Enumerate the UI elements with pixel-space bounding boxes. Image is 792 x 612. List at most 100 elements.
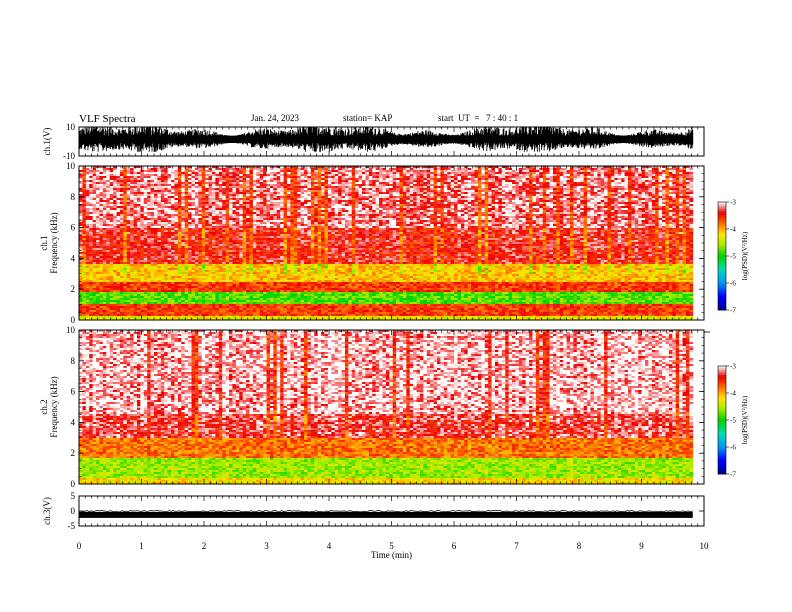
spectrogram-cell xyxy=(518,178,523,181)
spectrogram-cell xyxy=(167,182,172,185)
spectrogram-cell xyxy=(689,174,694,177)
spectrogram-cell xyxy=(515,192,520,195)
spectrogram-cell xyxy=(304,172,308,175)
spectrogram-cell xyxy=(423,190,428,193)
spectrogram-cell xyxy=(181,194,186,197)
spectrogram-cell xyxy=(194,200,199,203)
spectrogram-cell xyxy=(385,170,390,173)
spectrogram-cell xyxy=(433,196,438,199)
spectrogram-cell xyxy=(348,198,353,201)
spectrogram-cell xyxy=(191,182,196,185)
spectrogram-cell xyxy=(348,196,353,199)
spectrogram-cell xyxy=(597,182,602,185)
spectrogram-cell xyxy=(280,198,284,201)
spectrogram-cell xyxy=(304,188,308,191)
spectrogram-cell xyxy=(222,176,227,179)
spectrogram-cell xyxy=(188,170,192,173)
spectrogram-cell xyxy=(351,200,356,203)
spectrogram-cell xyxy=(164,170,169,173)
spectrogram-cell xyxy=(563,170,567,173)
spectrogram-cell xyxy=(205,184,209,187)
spectrogram-cell xyxy=(552,196,557,199)
spectrogram-cell xyxy=(610,194,615,197)
spectrogram-cell xyxy=(372,182,377,185)
spectrogram-cell xyxy=(621,190,625,193)
spectrogram-cell xyxy=(471,186,475,189)
spectrogram-cell xyxy=(324,172,329,175)
spectrogram-cell xyxy=(624,166,629,169)
spectrogram-cell xyxy=(621,184,625,187)
spectrogram-cell xyxy=(215,198,220,201)
spectrogram-cell xyxy=(396,186,400,189)
spectrogram-cell xyxy=(116,198,121,201)
spectrogram-cell xyxy=(157,198,162,201)
spectrogram-cell xyxy=(498,190,503,193)
spectrogram-cell xyxy=(416,188,421,191)
spectrogram-cell xyxy=(392,192,397,195)
spectrogram-cell xyxy=(297,178,302,181)
spectrogram-cell xyxy=(256,178,261,181)
spectrogram-cell xyxy=(280,178,284,181)
spectrogram-cell xyxy=(682,190,687,193)
spectrogram-cell xyxy=(481,190,486,193)
spectrogram-cell xyxy=(368,170,373,173)
spectrogram-cell xyxy=(211,182,216,185)
spectrogram-cell xyxy=(679,192,683,195)
spectrogram-cell xyxy=(552,168,557,171)
spectrogram-cell xyxy=(481,170,486,173)
spectrogram-cell xyxy=(627,168,632,171)
spectrogram-cell xyxy=(273,182,278,185)
spectrogram-cell xyxy=(181,188,186,191)
spectrogram-cell xyxy=(300,188,305,191)
spectrogram-cell xyxy=(150,172,155,175)
spectrogram-cell xyxy=(399,168,404,171)
spectrogram-cell xyxy=(515,178,520,181)
spectrogram-cell xyxy=(525,172,530,175)
spectrogram-cell xyxy=(348,176,353,179)
spectrogram-cell xyxy=(348,182,353,185)
spectrogram-cell xyxy=(99,180,104,183)
spectrogram-cell xyxy=(256,188,261,191)
spectrogram-cell xyxy=(597,190,602,193)
spectrogram-cell xyxy=(249,186,254,189)
spectrogram-cell xyxy=(119,182,124,185)
spectrogram-cell xyxy=(662,192,666,195)
spectrogram-cell xyxy=(194,182,199,185)
spectrogram-cell xyxy=(658,168,663,171)
spectrogram-cell xyxy=(215,184,220,187)
spectrogram-cell xyxy=(460,188,465,191)
spectrogram-cell xyxy=(140,172,145,175)
spectrogram-cell xyxy=(505,170,510,173)
spectrogram-cell xyxy=(191,190,196,193)
spectrogram-cell xyxy=(385,166,390,169)
spectrogram-cell xyxy=(638,198,642,201)
spectrogram-cell xyxy=(402,170,407,173)
spectrogram-cell xyxy=(382,186,387,189)
spectrogram-cell xyxy=(177,176,182,179)
spectrogram-cell xyxy=(430,190,435,193)
spectrogram-cell xyxy=(682,188,687,191)
spectrogram-cell xyxy=(597,186,602,189)
spectrogram-cell xyxy=(368,180,373,183)
spectrogram-cell xyxy=(437,194,441,197)
spectrogram-cell xyxy=(556,180,561,183)
spectrogram-cell xyxy=(256,170,261,173)
spectrogram-cell xyxy=(498,166,503,169)
spectrogram-cell xyxy=(450,180,455,183)
spectrogram-cell xyxy=(365,188,370,191)
spectrogram-cell xyxy=(314,184,319,187)
spectrogram-cell xyxy=(341,176,346,179)
spectrogram-cell xyxy=(648,190,653,193)
spectrogram-cell xyxy=(552,194,557,197)
spectrogram-cell xyxy=(675,170,680,173)
spectrogram-cell xyxy=(501,190,506,193)
spectrogram-cell xyxy=(433,184,438,187)
spectrogram-cell xyxy=(573,192,578,195)
spectrogram-cell xyxy=(477,180,482,183)
spectrogram-cell xyxy=(447,186,452,189)
spectrogram-cell xyxy=(662,194,666,197)
spectrogram-cell xyxy=(457,182,462,185)
spectrogram-cell xyxy=(607,182,612,185)
spectrogram-cell xyxy=(668,194,673,197)
spectrogram-cell xyxy=(440,166,445,169)
